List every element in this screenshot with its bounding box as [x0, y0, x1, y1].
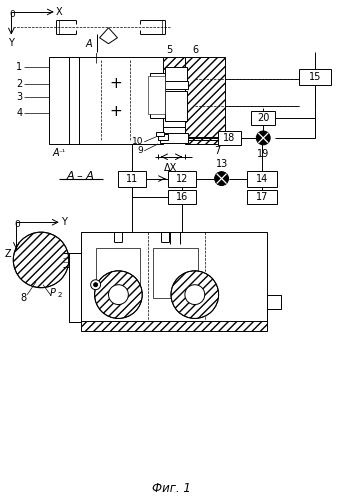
Bar [165, 66, 187, 88]
Text: 6: 6 [193, 44, 199, 54]
Circle shape [215, 172, 228, 185]
Circle shape [108, 284, 128, 304]
Text: А – А: А – А [67, 170, 95, 180]
Text: 12: 12 [176, 174, 188, 184]
Text: 11: 11 [126, 174, 139, 184]
Text: |: | [95, 52, 98, 63]
Bar [247, 170, 277, 186]
Circle shape [94, 282, 97, 286]
Text: 15: 15 [308, 72, 321, 83]
Text: 2: 2 [16, 80, 22, 90]
Text: А: А [86, 38, 92, 48]
Text: Фиг. 1: Фиг. 1 [152, 482, 190, 494]
Text: 7: 7 [214, 146, 221, 156]
Circle shape [13, 232, 69, 287]
Bar [156, 132, 164, 136]
Bar [299, 70, 331, 86]
Text: 9: 9 [137, 146, 143, 156]
Bar [118, 170, 146, 186]
Text: Y: Y [61, 217, 67, 227]
Text: X: X [56, 7, 63, 17]
Circle shape [185, 284, 205, 304]
Bar [49, 56, 163, 144]
Text: 16: 16 [176, 192, 188, 202]
Circle shape [171, 271, 219, 318]
Text: 18: 18 [223, 133, 236, 143]
Bar [251, 111, 275, 125]
Text: ΔX: ΔX [165, 162, 177, 172]
Bar [168, 170, 196, 186]
Text: +: + [109, 76, 122, 91]
Text: 0: 0 [14, 220, 20, 229]
Text: 10: 10 [132, 138, 143, 146]
Bar [247, 190, 277, 204]
Bar [96, 248, 140, 298]
Polygon shape [100, 28, 117, 44]
Text: 13: 13 [215, 158, 228, 168]
Text: 0: 0 [9, 10, 15, 19]
Bar [148, 76, 165, 114]
Bar [168, 190, 196, 204]
Text: ⁻¹: ⁻¹ [59, 148, 66, 158]
Text: 14: 14 [256, 174, 268, 184]
Text: 3: 3 [16, 92, 22, 102]
Text: 8: 8 [20, 292, 26, 302]
Bar [218, 131, 241, 145]
Bar [185, 56, 225, 144]
Bar [81, 322, 267, 332]
Text: 2: 2 [58, 292, 62, 298]
Text: 5: 5 [166, 44, 172, 54]
Bar [150, 74, 165, 118]
Bar [69, 253, 81, 322]
Text: 4: 4 [16, 108, 22, 118]
Bar [163, 127, 185, 135]
Bar [163, 82, 188, 90]
Text: Z: Z [5, 249, 11, 259]
Bar [163, 56, 191, 82]
Bar [160, 133, 188, 143]
Bar [158, 134, 168, 140]
Circle shape [256, 131, 270, 145]
Text: 19: 19 [257, 149, 269, 159]
Text: 20: 20 [257, 113, 269, 123]
Circle shape [95, 271, 142, 318]
Bar [153, 248, 198, 298]
Text: Y: Y [8, 38, 14, 48]
Bar [81, 232, 267, 322]
Text: 17: 17 [256, 192, 268, 202]
Bar [165, 92, 187, 121]
Text: 1: 1 [16, 62, 22, 72]
Text: Р: Р [50, 288, 56, 298]
Circle shape [91, 280, 101, 289]
Text: +: + [109, 104, 122, 118]
Bar [267, 294, 281, 308]
Text: А: А [53, 148, 60, 158]
